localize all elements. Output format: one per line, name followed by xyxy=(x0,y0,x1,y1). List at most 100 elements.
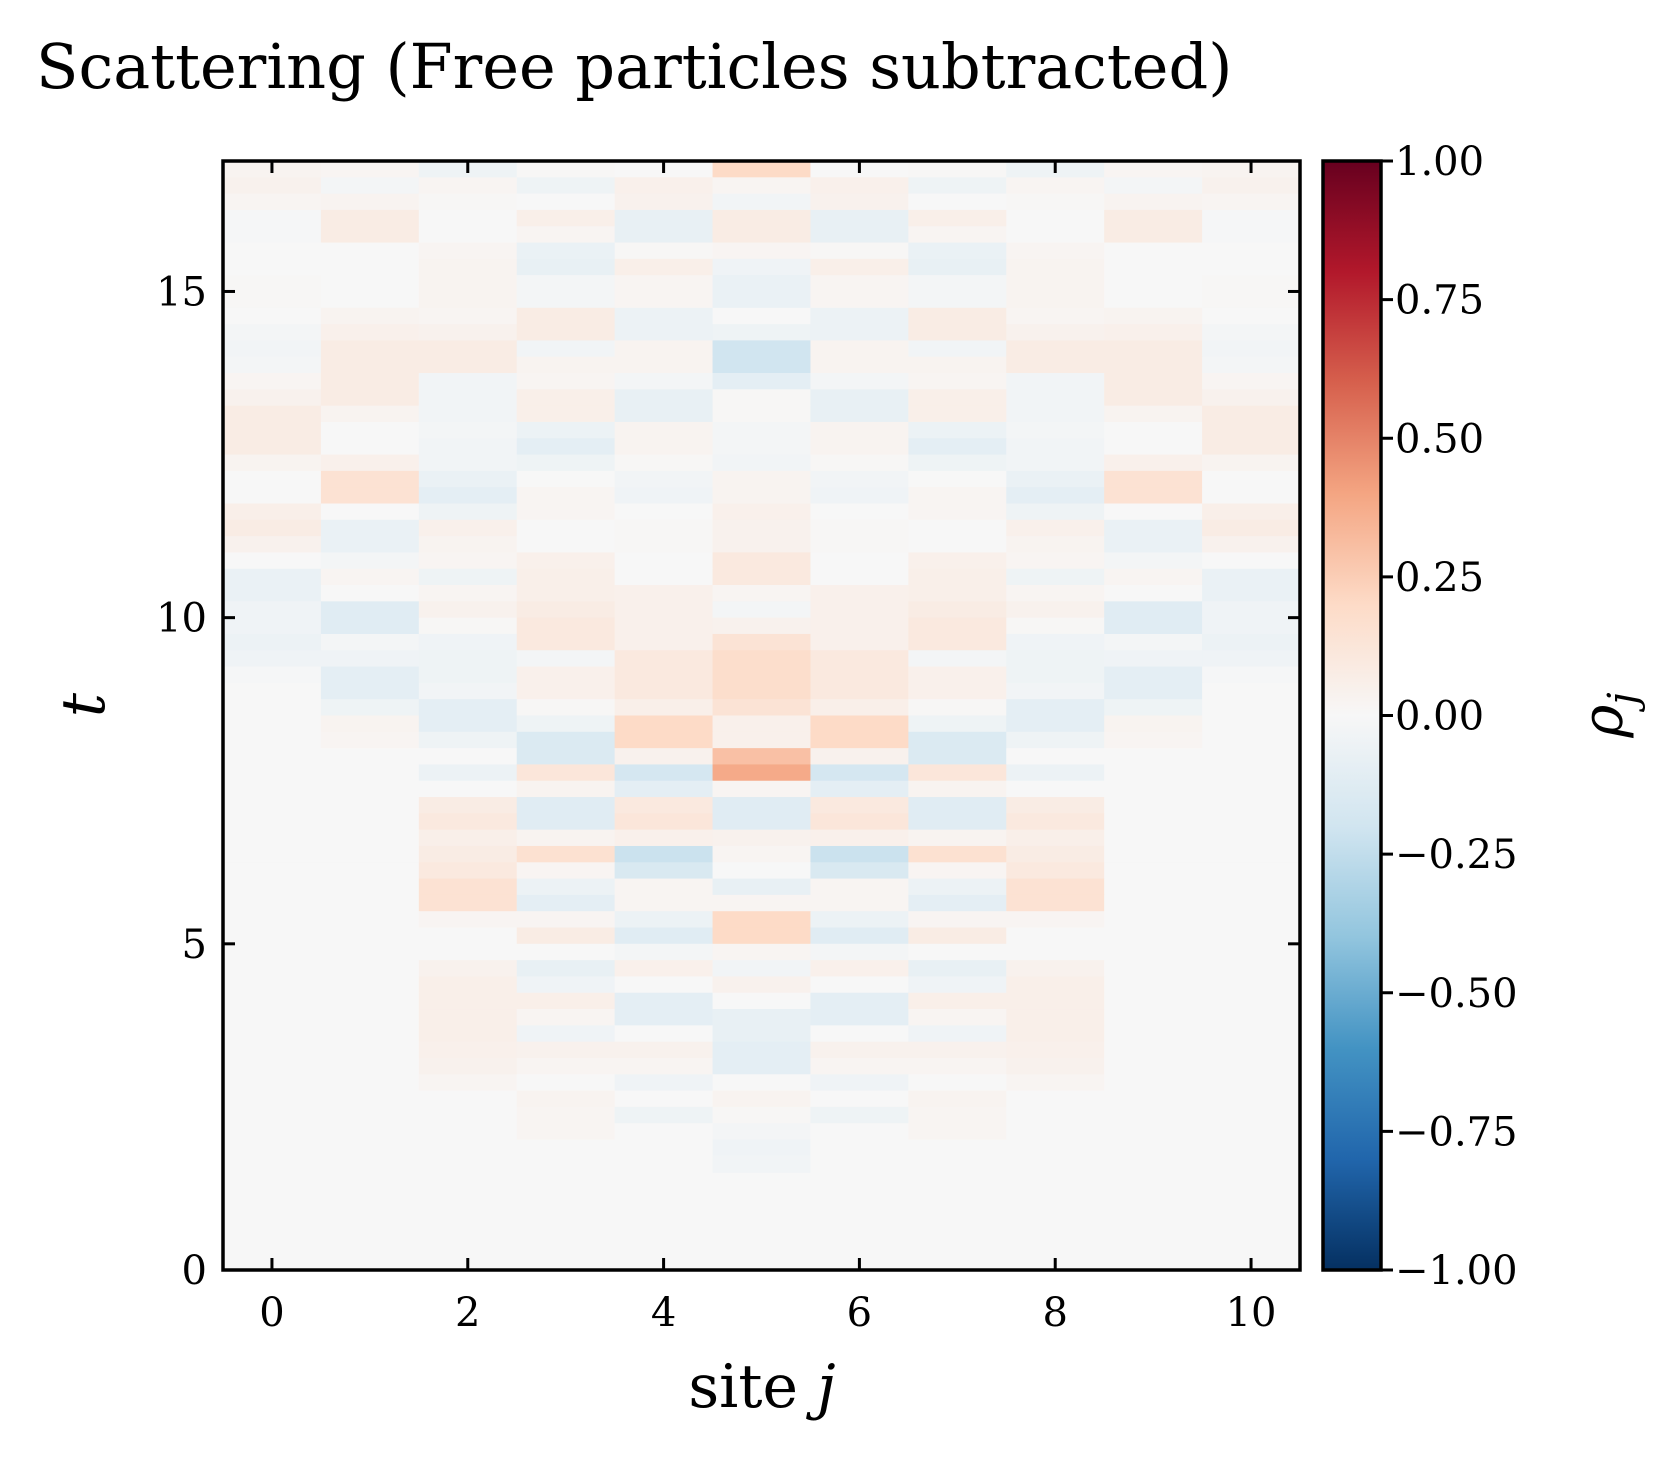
heatmap-cell xyxy=(615,813,714,830)
heatmap-cell xyxy=(321,699,420,716)
heatmap-cell xyxy=(223,1091,322,1108)
heatmap-cell xyxy=(1104,830,1203,847)
heatmap-cell xyxy=(908,667,1007,684)
heatmap-cell xyxy=(908,944,1007,961)
heatmap-cell xyxy=(615,1140,714,1157)
heatmap-cell xyxy=(810,650,909,667)
heatmap-cell xyxy=(419,243,518,260)
heatmap-cell xyxy=(419,1123,518,1140)
heatmap-cell xyxy=(615,210,714,227)
heatmap-cell xyxy=(1006,291,1105,308)
heatmap-cell xyxy=(713,194,812,211)
heatmap-cell xyxy=(615,1107,714,1124)
heatmap-cell xyxy=(810,1107,909,1124)
heatmap-cell xyxy=(1104,1074,1203,1091)
heatmap-cell xyxy=(419,830,518,847)
heatmap-cell xyxy=(908,275,1007,292)
heatmap-cell xyxy=(223,764,322,781)
heatmap-cell xyxy=(615,455,714,472)
heatmap-cell xyxy=(615,960,714,977)
heatmap-cell xyxy=(810,1091,909,1108)
heatmap-cell xyxy=(223,438,322,455)
heatmap-cell xyxy=(419,1009,518,1026)
heatmap-cell xyxy=(419,618,518,635)
heatmap-cell xyxy=(419,455,518,472)
heatmap-cell xyxy=(615,552,714,569)
heatmap-cell xyxy=(1104,226,1203,243)
colorbar-tick-label: −1.00 xyxy=(1395,1248,1518,1294)
heatmap-cell xyxy=(713,536,812,553)
heatmap-cell xyxy=(321,797,420,814)
heatmap-cell xyxy=(223,226,322,243)
heatmap-cell xyxy=(1202,569,1301,586)
heatmap-cell xyxy=(419,291,518,308)
heatmap-cell xyxy=(713,993,812,1010)
heatmap-cell xyxy=(810,569,909,586)
heatmap-cell xyxy=(517,667,616,684)
heatmap-cell xyxy=(810,1025,909,1042)
heatmap-cell xyxy=(517,1074,616,1091)
heatmap-cell xyxy=(908,226,1007,243)
heatmap-cell xyxy=(321,879,420,896)
heatmap-cell xyxy=(419,1074,518,1091)
heatmap-cell xyxy=(223,1042,322,1059)
heatmap-cell xyxy=(1006,976,1105,993)
heatmap-cell xyxy=(1006,438,1105,455)
heatmap-cell xyxy=(419,699,518,716)
heatmap-cell xyxy=(1104,455,1203,472)
heatmap-cell xyxy=(517,438,616,455)
heatmap-cell xyxy=(713,1107,812,1124)
heatmap-cell xyxy=(615,1009,714,1026)
heatmap-cell xyxy=(810,1042,909,1059)
heatmap-cell xyxy=(223,634,322,651)
y-tick-label: 0 xyxy=(182,1248,207,1294)
heatmap-cell xyxy=(223,422,322,439)
heatmap-cell xyxy=(810,226,909,243)
heatmap-cell xyxy=(713,259,812,276)
heatmap-cell xyxy=(908,177,1007,194)
heatmap-cell xyxy=(1006,813,1105,830)
heatmap-cell xyxy=(321,601,420,618)
colorbar-tick-label: −0.50 xyxy=(1395,971,1518,1017)
heatmap-cell xyxy=(615,569,714,586)
heatmap-cell xyxy=(713,569,812,586)
heatmap-cell xyxy=(1006,732,1105,749)
heatmap-cell xyxy=(1006,1140,1105,1157)
heatmap-cell xyxy=(1202,928,1301,945)
heatmap-cell xyxy=(223,601,322,618)
heatmap-cell xyxy=(1104,732,1203,749)
heatmap-cell xyxy=(517,699,616,716)
heatmap-cell xyxy=(615,1156,714,1173)
heatmap-cell xyxy=(517,406,616,423)
heatmap-cell xyxy=(713,846,812,863)
heatmap-cell xyxy=(1104,471,1203,488)
heatmap-cell xyxy=(1104,569,1203,586)
heatmap-cell xyxy=(517,911,616,928)
heatmap-cell xyxy=(517,618,616,635)
plot-area xyxy=(223,161,1301,1270)
heatmap-cell xyxy=(615,1042,714,1059)
heatmap-cell xyxy=(908,259,1007,276)
heatmap-cell xyxy=(321,650,420,667)
heatmap-cell xyxy=(908,618,1007,635)
heatmap-cell xyxy=(517,764,616,781)
x-tick-label: 8 xyxy=(1043,1290,1068,1336)
heatmap-cell xyxy=(517,1091,616,1108)
heatmap-cell xyxy=(223,1140,322,1157)
heatmap-cell xyxy=(223,895,322,912)
heatmap-cell xyxy=(1104,1009,1203,1026)
heatmap-cell xyxy=(810,455,909,472)
heatmap-cell xyxy=(615,862,714,879)
heatmap-cell xyxy=(1006,1042,1105,1059)
heatmap-cell xyxy=(517,830,616,847)
heatmap-cell xyxy=(713,1074,812,1091)
heatmap-cell xyxy=(810,210,909,227)
heatmap-cell xyxy=(908,455,1007,472)
heatmap-cell xyxy=(1104,1025,1203,1042)
heatmap-cell xyxy=(615,650,714,667)
heatmap-cell xyxy=(517,993,616,1010)
heatmap-cell xyxy=(908,340,1007,357)
heatmap-cell xyxy=(1006,569,1105,586)
heatmap-cell xyxy=(1006,879,1105,896)
heatmap-cell xyxy=(517,1123,616,1140)
